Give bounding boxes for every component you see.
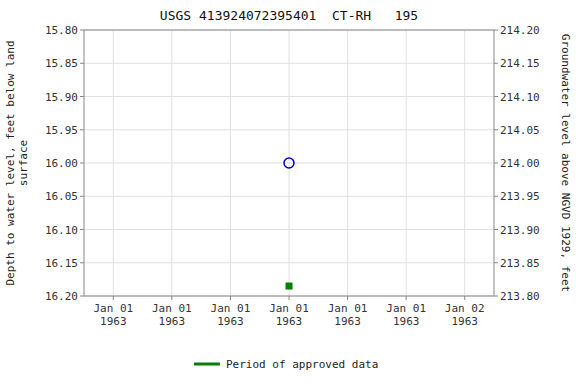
tick xyxy=(494,63,498,64)
tick-label: 15.95 xyxy=(45,124,78,137)
tick-label: 16.20 xyxy=(45,290,78,303)
tick xyxy=(80,63,84,64)
tick xyxy=(80,196,84,197)
tick-label: Jan 011963 xyxy=(152,302,192,328)
tick xyxy=(494,196,498,197)
tick-label: Jan 011963 xyxy=(328,302,368,328)
tick xyxy=(289,296,290,300)
tick-label: Jan 011963 xyxy=(269,302,309,328)
axis-label: Depth to water level, feet below landsur… xyxy=(4,40,30,285)
tick xyxy=(113,296,114,300)
tick-label: Jan 011963 xyxy=(93,302,133,328)
tick-label: 16.10 xyxy=(45,224,78,237)
tick xyxy=(80,129,84,130)
tick-label: 213.90 xyxy=(500,224,540,237)
tick xyxy=(494,96,498,97)
tick-label: 16.00 xyxy=(45,157,78,170)
marks xyxy=(284,158,294,289)
tick-label: 214.05 xyxy=(500,124,540,137)
tick xyxy=(464,296,465,300)
tick-label: Jan 021963 xyxy=(445,302,485,328)
legend-label: Period of approved data xyxy=(226,358,378,371)
tick xyxy=(494,296,498,297)
tick xyxy=(80,30,84,31)
tick-label: 213.85 xyxy=(500,257,540,270)
tick xyxy=(171,296,172,300)
tick-label: 15.85 xyxy=(45,57,78,70)
tick xyxy=(494,229,498,230)
tick-label: 214.00 xyxy=(500,157,540,170)
tick xyxy=(494,30,498,31)
tick-label: 16.05 xyxy=(45,190,78,203)
tick-label: 214.10 xyxy=(500,91,540,104)
tick xyxy=(494,163,498,164)
plot-frame xyxy=(84,30,494,296)
grid-line xyxy=(347,30,348,296)
tick-label: 213.80 xyxy=(500,290,540,303)
tick xyxy=(80,96,84,97)
tick xyxy=(494,129,498,130)
grid-line xyxy=(289,30,290,296)
tick xyxy=(406,296,407,300)
tick-label: 214.20 xyxy=(500,24,540,37)
title: USGS 413924072395401 CT-RH 195 xyxy=(160,8,418,23)
tick-label: 213.95 xyxy=(500,190,540,203)
grid-line xyxy=(113,30,114,296)
y2-axis: 214.20 214.15 214.10 214.05 214.00 213.95 213.… xyxy=(494,24,540,303)
tick xyxy=(80,296,84,297)
tick-label: 15.80 xyxy=(45,24,78,37)
square-point xyxy=(286,283,292,289)
legend-swatch xyxy=(194,363,220,366)
open-point xyxy=(284,158,294,168)
tick-label: Jan 011963 xyxy=(386,302,426,328)
tick xyxy=(230,296,231,300)
tick-label: 214.15 xyxy=(500,57,540,70)
tick xyxy=(347,296,348,300)
grid xyxy=(84,30,494,296)
tick-label: 16.15 xyxy=(45,257,78,270)
tick xyxy=(80,262,84,263)
y-axis: 15.80 15.85 15.90 15.95 16.00 16.05 16.10 16.15… xyxy=(45,24,84,303)
tick xyxy=(80,163,84,164)
tick-label: Jan 011963 xyxy=(211,302,251,328)
grid-line xyxy=(171,30,172,296)
grid-line xyxy=(406,30,407,296)
grid-line xyxy=(464,30,465,296)
tick xyxy=(80,229,84,230)
axis-label: Groundwater level above NGVD 1929, feet xyxy=(559,34,572,292)
grid-line xyxy=(230,30,231,296)
legend: Period of approved data xyxy=(194,358,378,371)
chart: 15.80 15.85 15.90 15.95 16.00 16.05 16.10 16.15… xyxy=(0,0,576,384)
tick xyxy=(494,262,498,263)
x-axis: Jan 011963 Jan 011963 Jan 011963 Jan 011963… xyxy=(93,296,484,328)
tick-label: 15.90 xyxy=(45,91,78,104)
